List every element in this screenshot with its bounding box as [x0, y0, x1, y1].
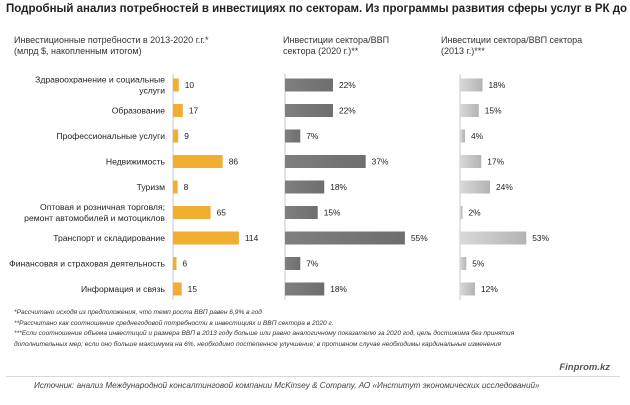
bar-series-1: [173, 206, 211, 219]
data-label-series-2: 22%: [339, 80, 356, 90]
category-label: Туризм: [137, 182, 165, 192]
bar-series-1: [173, 155, 223, 168]
data-label-series-3: 12%: [481, 284, 498, 294]
bar-series-3: [460, 282, 475, 296]
category-label: Недвижимость: [106, 157, 166, 167]
bar-chart: Здравоохранение и социальные услуги 10 22% 1…: [9, 74, 550, 300]
data-label-series-3: 5%: [472, 259, 485, 269]
header-invest-gdp-2020-line2: сектора (2020 г.)**: [283, 46, 359, 56]
data-label-series-1: 6: [182, 259, 187, 269]
data-label-series-2: 7%: [306, 259, 319, 269]
bar-series-3: [460, 231, 527, 245]
data-label-series-3: 15%: [485, 106, 502, 116]
data-label-series-1: 17: [189, 106, 199, 116]
data-label-series-2: 22%: [339, 106, 356, 116]
bar-series-3: [460, 129, 465, 143]
footnote-2: **Рассчитано как соотношение среднегодов…: [14, 319, 334, 327]
header-investment-needs: Инвестиционные потребности в 2013-2020 г…: [14, 35, 209, 57]
footnotes: *Рассчитано исходя из предположения, что…: [14, 308, 614, 350]
category-label: Профессиональные услуги: [56, 131, 165, 141]
category-label: Образование: [112, 106, 165, 116]
brand-logo-text: Finprom.kz: [559, 362, 610, 373]
bar-series-2: [285, 78, 333, 92]
bar-series-3: [460, 78, 483, 92]
category-label: Здравоохранение и социальные услуги: [35, 75, 165, 96]
category-label: Финансовая и страховая деятельность: [9, 259, 165, 269]
data-label-series-1: 8: [184, 182, 189, 192]
data-label-series-1: 86: [229, 157, 239, 167]
bar-series-1: [173, 180, 178, 194]
data-label-series-1: 114: [245, 233, 259, 243]
header-investment-needs-line1: Инвестиционные потребности в 2013-2020 г…: [14, 35, 209, 45]
category-label: Оптовая и розничная торговля; ремонт авто…: [24, 202, 165, 223]
bar-series-1: [173, 231, 239, 245]
header-invest-gdp-2020: Инвестиции сектора/ВВП сектора (2020 г.)…: [283, 35, 389, 57]
header-invest-gdp-2013-line1: Инвестиции сектора/ВВП сектора: [441, 35, 583, 45]
chart-title: Подробный анализ потребностей в инвестиц…: [6, 3, 630, 15]
data-label-series-1: 15: [188, 284, 198, 294]
data-label-series-2: 7%: [306, 131, 319, 141]
footnote-1: *Рассчитано исходя из предположения, что…: [14, 309, 262, 316]
bar-series-2: [285, 231, 405, 245]
bar-series-1: [173, 104, 183, 117]
bar-series-1: [173, 257, 177, 270]
data-label-series-2: 55%: [411, 233, 428, 243]
bar-series-3: [460, 257, 467, 270]
data-label-series-2: 18%: [330, 284, 347, 294]
source-note: Источник: анализ Международной консалтин…: [34, 381, 540, 390]
data-label-series-2: 15%: [324, 208, 341, 218]
data-label-series-1: 65: [217, 208, 227, 218]
header-invest-gdp-2020-line1: Инвестиции сектора/ВВП: [283, 35, 390, 45]
data-label-series-2: 37%: [372, 157, 389, 167]
footnote-3: ***Если соотношение объема инвестиций и …: [14, 330, 515, 338]
bar-series-2: [285, 155, 366, 168]
bar-series-2: [285, 257, 301, 270]
data-label-series-1: 9: [184, 131, 189, 141]
data-label-series-3: 24%: [496, 182, 513, 192]
header-invest-gdp-2013: Инвестиции сектора/ВВП сектора (2013 г.)…: [441, 35, 582, 57]
bar-series-2: [285, 104, 333, 117]
bar-series-3: [460, 155, 482, 168]
footnote-4: дополнительных мер; если оно больше макс…: [14, 340, 502, 348]
data-label-series-2: 18%: [330, 182, 347, 192]
bar-series-3: [460, 206, 463, 219]
header-investment-needs-line2: (млрд $, накопленным итогом): [14, 46, 142, 56]
bar-series-3: [460, 104, 479, 117]
header-invest-gdp-2013-line2: (2013 г.)***: [441, 46, 485, 56]
bar-series-3: [460, 180, 490, 194]
data-label-series-3: 17%: [487, 157, 504, 167]
bar-series-2: [285, 180, 325, 194]
bar-series-2: [285, 129, 301, 143]
bar-series-1: [173, 78, 179, 92]
bar-series-1: [173, 282, 182, 296]
bar-series-1: [173, 129, 179, 143]
data-label-series-3: 4%: [471, 131, 484, 141]
bar-series-2: [285, 282, 325, 296]
category-label: Транспорт и складирование: [53, 233, 165, 243]
divider: [6, 376, 620, 377]
data-label-series-1: 10: [185, 80, 195, 90]
data-label-series-3: 53%: [532, 233, 549, 243]
data-label-series-3: 2%: [469, 208, 482, 218]
category-label: Информация и связь: [81, 284, 166, 294]
bar-series-2: [285, 206, 318, 219]
data-label-series-3: 18%: [489, 80, 506, 90]
